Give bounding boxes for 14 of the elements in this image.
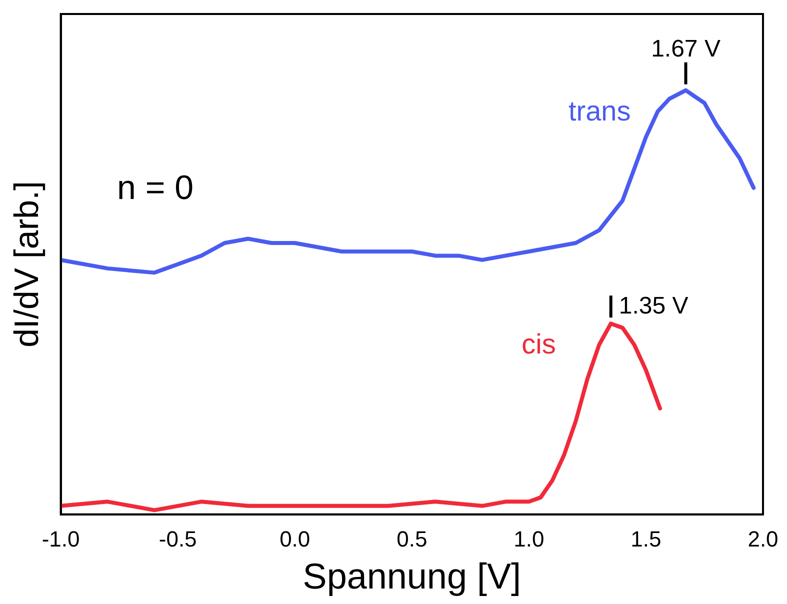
x-tick-label: 2.0 [748, 526, 778, 552]
x-axis-title: Spannung [V] [302, 555, 521, 596]
annotation: 1.67 V [651, 35, 720, 62]
annotation: 1.35 V [618, 292, 688, 320]
x-tick-label: 1.5 [630, 526, 662, 552]
series-label: trans [568, 95, 631, 126]
x-tick-label: -0.5 [158, 526, 197, 552]
x-tick-label: 0.5 [396, 526, 428, 552]
y-axis-title: dI/dV [arb.] [8, 181, 46, 348]
x-tick-label: -1.0 [42, 526, 80, 552]
x-tick-label: 1.0 [514, 526, 544, 552]
series-label: cis [522, 328, 556, 360]
annotation: n = 0 [116, 169, 194, 208]
x-tick-label: 0.0 [280, 526, 310, 552]
